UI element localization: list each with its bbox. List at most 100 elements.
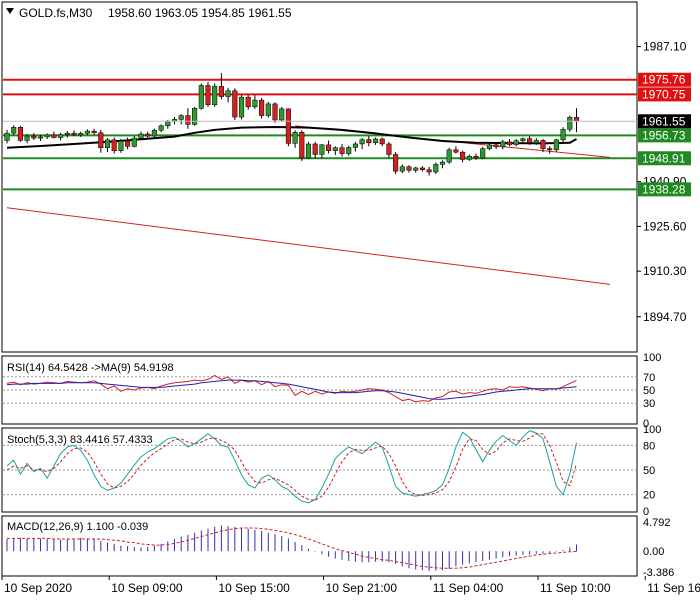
price-tick-label: 1925.60 — [643, 219, 687, 233]
candle-body — [346, 147, 352, 154]
candle-body — [138, 133, 144, 139]
candle-body — [453, 149, 459, 153]
candle-body — [198, 85, 204, 109]
candle-body — [520, 138, 526, 141]
candle-body — [547, 148, 553, 151]
candle-body — [145, 133, 151, 137]
candle-body — [393, 154, 399, 172]
candle-body — [192, 108, 198, 125]
stochastic-label: Stoch(5,3,3) 83.4416 57.4333 — [7, 434, 153, 446]
rsi-tick-label: 70 — [643, 372, 655, 384]
candle-body — [71, 132, 77, 136]
level-tag-1970.75 — [638, 87, 691, 102]
candle-body — [540, 140, 546, 149]
candle-body — [473, 155, 479, 159]
macd-tick-label: 0.00 — [643, 546, 664, 558]
level-tag-1956.73 — [638, 128, 691, 143]
candle-body — [553, 139, 559, 151]
candle-body — [460, 151, 466, 160]
price-tick-label: 1987.10 — [643, 40, 687, 54]
rsi-rsi-line — [6, 374, 577, 403]
level-tag-1975.76 — [638, 72, 691, 87]
stochastic-tick-label: 100 — [643, 424, 661, 436]
candle-body — [466, 155, 472, 160]
candle-body — [567, 117, 573, 130]
trend-line — [6, 207, 611, 285]
candle-body — [493, 144, 499, 148]
stochastic-tick-label: 0 — [643, 506, 649, 518]
candle-body — [506, 141, 513, 145]
candle-body — [480, 148, 486, 159]
candle-body — [232, 90, 238, 118]
time-tick-label: 10 Sep 15:00 — [218, 581, 290, 595]
candle-body — [279, 108, 285, 121]
candle-body — [366, 139, 372, 144]
candle-body — [84, 130, 90, 134]
level-label-1970.75: 1970.75 — [642, 87, 686, 101]
candle-body — [98, 132, 104, 149]
candle-body — [305, 143, 312, 159]
candle-body — [158, 125, 164, 131]
time-tick-label: 10 Sep 2020 — [4, 581, 72, 595]
candle-body — [131, 137, 137, 147]
candle-body — [352, 143, 358, 148]
candle-body — [285, 108, 291, 144]
macd-signal-line — [7, 527, 577, 569]
time-tick-label: 11 Sep 10:00 — [540, 581, 611, 595]
candle-body — [359, 139, 365, 145]
candle-body — [265, 103, 271, 116]
candle-body — [272, 103, 278, 121]
candle-body — [178, 115, 184, 120]
rsi-tick-label: 50 — [643, 385, 655, 397]
stochastic-signal-line — [6, 433, 577, 501]
candle-body — [379, 138, 385, 145]
macd-label: MACD(12,26,9) 1.100 -0.039 — [7, 521, 148, 533]
candle-body — [433, 164, 439, 173]
candle-body — [245, 96, 251, 108]
candle-body — [37, 136, 44, 139]
candle-body — [51, 134, 57, 138]
level-label-1938.28: 1938.28 — [642, 182, 686, 196]
candle-body — [573, 117, 580, 122]
candle-body — [225, 90, 231, 97]
candle-body — [24, 135, 30, 141]
candle-body — [372, 138, 379, 144]
stochastic-tick-label: 20 — [643, 490, 655, 502]
macd-tick-label: 4.792 — [643, 517, 671, 529]
candle-body — [312, 143, 318, 155]
candle-body — [218, 86, 224, 97]
candle-body — [165, 121, 171, 127]
candle-body — [238, 96, 245, 118]
stochastic-tick-label: 50 — [643, 465, 655, 477]
candle-body — [419, 167, 425, 170]
price-panel[interactable] — [1, 1, 638, 353]
ohlc-readout: 1958.60 1963.05 1954.85 1961.55 — [108, 6, 292, 20]
candle-body — [332, 147, 338, 151]
candle-body — [500, 141, 506, 148]
candle-body — [91, 130, 97, 134]
time-tick-label: 10 Sep 09:00 — [111, 581, 183, 595]
rsi-tick-label: 30 — [643, 398, 655, 410]
macd-tick-label: -3.386 — [643, 567, 674, 579]
candle-body — [339, 147, 345, 154]
candle-body — [151, 129, 157, 137]
candle-body — [533, 140, 539, 144]
symbol-label: GOLD.fs,M30 — [19, 6, 93, 20]
candle-body — [64, 132, 70, 135]
candle-body — [104, 139, 111, 149]
candle-body — [426, 169, 432, 173]
time-tick-label: 10 Sep 21:00 — [326, 581, 398, 595]
candle-body — [205, 85, 211, 106]
dropdown-triangle-icon[interactable] — [6, 8, 14, 14]
level-label-1975.76: 1975.76 — [642, 73, 686, 87]
candle-body — [44, 134, 50, 138]
current-price-tag — [638, 114, 691, 129]
price-tick-label: 1910.30 — [643, 264, 687, 278]
candle-body — [111, 139, 117, 151]
rsi-tick-label: 0 — [643, 418, 649, 430]
candle-body — [125, 140, 131, 147]
candle-body — [513, 140, 519, 145]
stochastic-tick-label: 80 — [643, 440, 655, 452]
